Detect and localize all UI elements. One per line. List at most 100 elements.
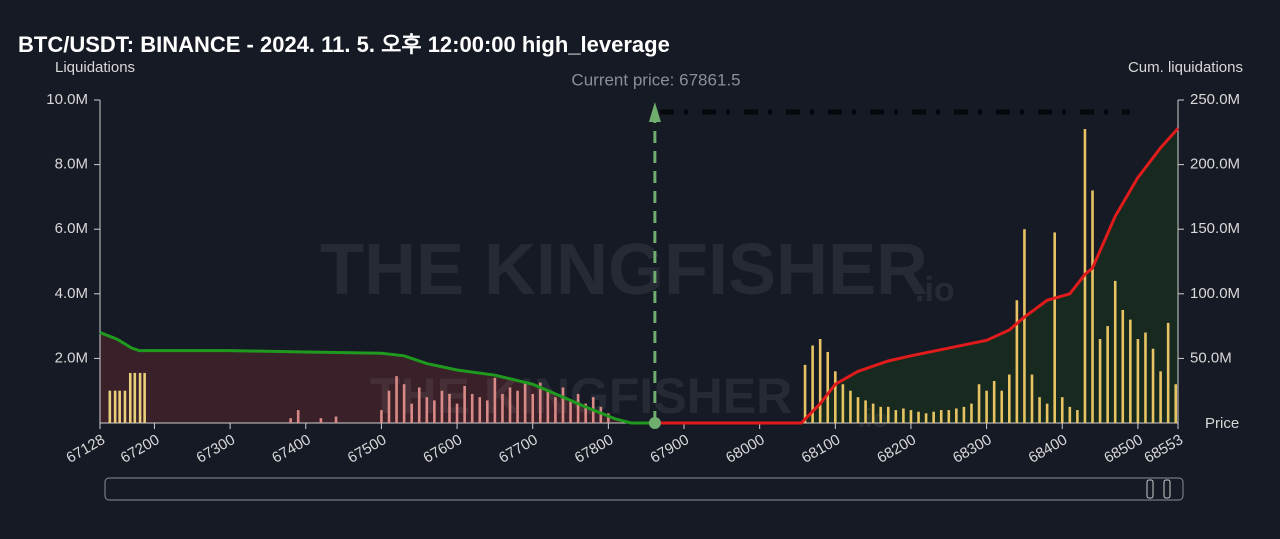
bar (561, 387, 565, 423)
bar (955, 408, 958, 423)
bar (902, 408, 905, 423)
bar (879, 406, 882, 423)
x-tick-label: 68200 (874, 431, 919, 467)
bar (1068, 406, 1072, 423)
x-tick-label: 67700 (496, 431, 541, 467)
y-tick-label: 4.0M (55, 285, 88, 302)
bar (113, 390, 117, 423)
bar (932, 411, 935, 423)
bar (334, 416, 338, 423)
x-tick-label: 68300 (950, 431, 995, 467)
bar (138, 372, 142, 423)
bar (1000, 390, 1004, 423)
current-price-dot (648, 417, 661, 429)
bar (1121, 309, 1125, 423)
bar (1023, 229, 1026, 423)
bar (1159, 371, 1162, 423)
bar (826, 351, 830, 423)
bar (1045, 403, 1049, 423)
bar (894, 410, 898, 423)
bar (1166, 322, 1170, 423)
bar (834, 371, 837, 423)
bar (1091, 190, 1094, 423)
x-tick-label: 68400 (1026, 431, 1071, 467)
x-tick-label: 67900 (647, 431, 692, 467)
x-tick-label: 67800 (572, 431, 617, 467)
bar (493, 377, 497, 423)
bar (939, 410, 943, 423)
bar (554, 397, 557, 423)
bar (917, 411, 920, 423)
bar (947, 410, 951, 423)
bar (516, 390, 519, 423)
bar (296, 410, 300, 423)
watermark: THE KINGFISHER (320, 230, 928, 310)
bar (1038, 397, 1041, 423)
bar (425, 397, 429, 423)
y2-tick-label: 150.0M (1190, 220, 1240, 237)
x-tick-label: 68553 (1141, 431, 1186, 467)
bar (463, 385, 466, 423)
bar (1106, 326, 1109, 423)
annotation: Current price: 67861.5 (571, 70, 740, 89)
bar (128, 372, 132, 423)
bar (1060, 397, 1064, 423)
bar (508, 387, 512, 423)
bar (448, 393, 451, 423)
bar (1015, 300, 1019, 423)
y2-tick-label: 200.0M (1190, 156, 1240, 173)
bar (410, 403, 413, 423)
bar (607, 413, 610, 423)
bar (123, 390, 127, 423)
bar (380, 410, 383, 423)
bar (811, 345, 814, 423)
x-tick-label: 67400 (269, 431, 314, 467)
y2-tick-label: 250.0M (1190, 91, 1240, 108)
y2-axis-label: Cum. liquidations (1128, 59, 1243, 76)
bar (478, 397, 482, 423)
bar (523, 381, 527, 423)
x-tick-label: 68000 (723, 431, 768, 467)
bar (584, 403, 587, 423)
bar (289, 418, 292, 423)
bar (841, 384, 845, 423)
watermark-suffix: .io (915, 271, 955, 309)
bar (538, 382, 542, 423)
bar (924, 413, 928, 423)
y-tick-label: 8.0M (55, 156, 88, 173)
bar (886, 406, 890, 423)
scrollbar[interactable] (104, 477, 1184, 501)
y-tick-label: 2.0M (55, 349, 88, 366)
line (654, 127, 1180, 425)
bar (531, 393, 535, 423)
bar (455, 403, 459, 423)
bar (319, 418, 323, 423)
bar (470, 393, 474, 423)
watermark: THE KINGFISHER (370, 368, 792, 424)
bar (864, 400, 867, 423)
bar (818, 339, 822, 423)
scroll-handle[interactable] (1163, 479, 1171, 499)
bar (486, 400, 489, 423)
bar (1129, 319, 1132, 423)
bar (1144, 332, 1147, 423)
bar (1174, 384, 1178, 423)
chart-title: BTC/USDT: BINANCE - 2024. 11. 5. 오후 12:0… (18, 32, 670, 57)
bar (440, 390, 444, 423)
line (99, 331, 655, 425)
bar (501, 393, 504, 423)
bar (1151, 348, 1155, 423)
bar (433, 400, 436, 423)
bar (985, 390, 988, 423)
x-tick-label: 67200 (118, 431, 163, 467)
scroll-handle[interactable] (1146, 479, 1154, 499)
bar (569, 400, 572, 423)
bar (1076, 410, 1079, 423)
bar (849, 390, 852, 423)
x-tick-label: 67600 (420, 431, 465, 467)
bar (387, 390, 391, 423)
y2-tick-label: 50.0M (1190, 349, 1232, 366)
y2-tick-label: 100.0M (1190, 285, 1240, 302)
bar (576, 393, 580, 423)
